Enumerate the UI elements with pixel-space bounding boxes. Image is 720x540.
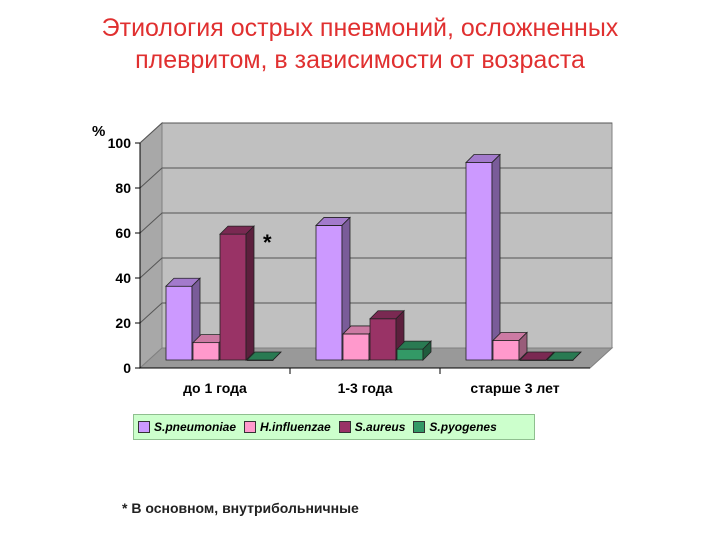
x-tick-label: до 1 года [183, 380, 247, 396]
y-tick-label: 40 [115, 270, 131, 286]
title-line-2: плевритом, в зависимости от возраста [135, 46, 585, 74]
legend-item-s-pyogenes: S.pyogenes [413, 420, 497, 434]
bar-s-aureus-0 [219, 225, 255, 361]
y-tick-label: 100 [108, 135, 132, 151]
y-tick-label: 80 [115, 180, 131, 196]
legend-item-h-influenzae: H.influenzae [244, 420, 331, 434]
bar-s-pyogenes-2 [546, 351, 582, 361]
bar-s-pyogenes-1 [396, 340, 432, 361]
legend-swatch-s-pyogenes [413, 421, 426, 433]
chart-title: Этиология острых пневмоний, осложненных … [40, 12, 680, 76]
x-tick-label: 1-3 года [338, 380, 393, 396]
y-axis-label: % [92, 123, 105, 140]
chart-legend: S.pneumoniae H.influenzae S.aureus S.pyo… [133, 414, 535, 440]
bar-s-pneumoniae-1 [315, 216, 351, 361]
annotation-star: * [263, 230, 272, 255]
bar-s-pyogenes-0 [246, 351, 282, 361]
y-tick-label: 0 [123, 360, 131, 376]
legend-label-s-aureus: S.aureus [354, 420, 406, 434]
legend-swatch-h-influenzae [244, 421, 257, 433]
bar-s-aureus-1 [369, 309, 405, 361]
legend-label-s-pyogenes: S.pyogenes [429, 420, 497, 434]
gridline [139, 212, 612, 234]
bar-chart: 0 20 40 60 80 100% до 1 года 1-3 года старше 3 л… [92, 121, 614, 396]
footnote: * В основном, внутрибольничные [122, 500, 359, 516]
gridline [139, 167, 612, 189]
legend-label-s-pneumoniae: S.pneumoniae [154, 420, 237, 434]
legend-item-s-aureus: S.aureus [338, 420, 406, 434]
y-tick-label: 20 [115, 315, 131, 331]
chart-axes [135, 142, 590, 374]
gridline [139, 302, 612, 324]
legend-swatch-s-pneumoniae [138, 421, 150, 433]
title-line-1: Этиология острых пневмоний, осложненных [101, 14, 619, 42]
chart-gridlines [139, 122, 612, 324]
x-tick-label: старше 3 лет [470, 380, 559, 396]
bar-s-aureus-2 [519, 351, 555, 361]
bar-s-pneumoniae-0 [165, 277, 201, 361]
bar-h-influenzae-2 [492, 331, 528, 361]
legend-label-h-influenzae: H.influenzae [260, 420, 331, 434]
chart-bars [165, 153, 582, 361]
chart-side-wall [139, 121, 163, 370]
legend-swatch-s-aureus [338, 421, 351, 433]
y-tick-label: 60 [115, 225, 131, 241]
chart-labels: 0 20 40 60 80 100% до 1 года 1-3 года старше 3 л… [92, 123, 560, 396]
bar-s-pneumoniae-2 [465, 153, 501, 361]
legend-item-s-pneumoniae: S.pneumoniae [138, 420, 236, 434]
gridline [139, 122, 612, 144]
gridline [139, 257, 612, 279]
